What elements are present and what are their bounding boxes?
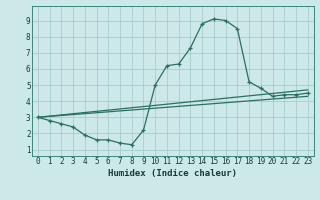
- X-axis label: Humidex (Indice chaleur): Humidex (Indice chaleur): [108, 169, 237, 178]
